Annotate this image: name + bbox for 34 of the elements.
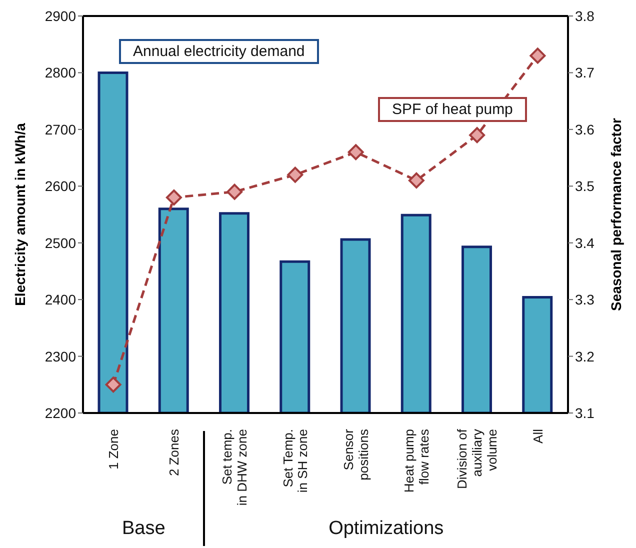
- y2-tick-label: 3.2: [575, 348, 595, 364]
- y2-tick-label: 3.4: [575, 234, 595, 251]
- point: [166, 189, 182, 206]
- x-tick-label: 1 Zone: [106, 429, 121, 470]
- x-tick-label: All: [530, 428, 546, 444]
- point: [226, 184, 243, 200]
- point: [105, 376, 122, 393]
- point: [287, 166, 304, 183]
- y2-tick-label: 3.5: [575, 178, 595, 194]
- y2-tick-label: 3.8: [575, 8, 595, 24]
- y-tick-label: 2400: [44, 292, 76, 308]
- text: Optimizations: [328, 518, 445, 540]
- point: [408, 172, 424, 188]
- y-axis-title: Electricity amount in kWh/a: [12, 122, 28, 306]
- x-tick-label: 2 Zones: [166, 428, 182, 476]
- text: Base: [120, 518, 166, 540]
- y-tick-label: 2900: [44, 8, 76, 24]
- point: [530, 48, 546, 64]
- series-label: SPF of heat pump: [378, 97, 527, 122]
- y-tick-label: 2200: [44, 404, 76, 421]
- y-tick-label: 2800: [44, 64, 76, 81]
- y-tick-label: 2300: [44, 348, 76, 364]
- y2-tick-label: 3.6: [575, 121, 595, 138]
- y-tick-label: 2600: [44, 178, 76, 194]
- y2-axis-title: Seasonal performance factor: [608, 117, 624, 311]
- y-tick-label: 2500: [44, 234, 76, 251]
- point: [348, 144, 364, 160]
- y-tick-label: 2700: [44, 121, 76, 138]
- y2-tick-label: 3.1: [575, 404, 595, 421]
- x-tick-label: Set temp. in DHW zone: [220, 429, 250, 506]
- point: [469, 127, 486, 144]
- series-label: Annual electricity demand: [119, 39, 319, 64]
- y2-tick-label: 3.3: [575, 292, 595, 308]
- y2-tick-label: 3.7: [575, 64, 595, 81]
